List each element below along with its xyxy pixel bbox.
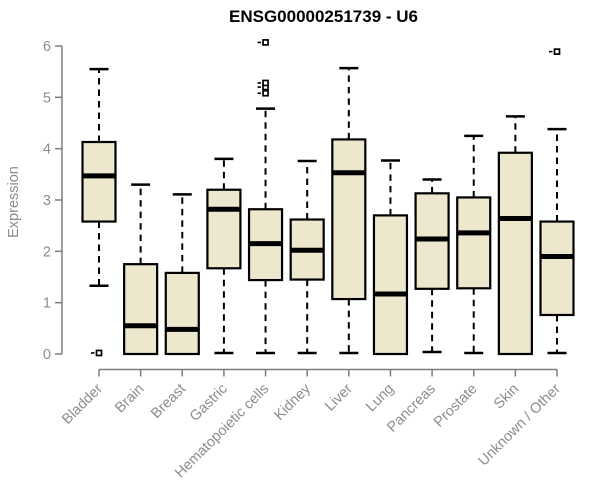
- outlier-point: [262, 39, 269, 46]
- outlier-point: [553, 48, 561, 55]
- box-group-gastric: [206, 157, 242, 355]
- y-tick-label: 5: [43, 90, 51, 106]
- y-tick-label: 2: [43, 244, 51, 260]
- box-group-pancreas: [414, 178, 450, 354]
- y-tick-label: 1: [43, 296, 51, 312]
- x-category-label: Liver: [322, 381, 356, 415]
- box-group-prostate: [456, 134, 492, 355]
- box-group-unknown-other: [539, 48, 575, 355]
- iqr-box: [81, 140, 117, 223]
- box-group-brain: [123, 183, 159, 356]
- x-category-label: Brain: [112, 381, 147, 416]
- iqr-box: [372, 214, 409, 356]
- box-group-skin: [497, 115, 533, 356]
- x-category-label: Bladder: [59, 381, 106, 428]
- iqr-box: [539, 220, 575, 317]
- x-category-label: Prostate: [431, 381, 480, 430]
- box-group-bladder: [81, 67, 117, 357]
- box-group-liver: [331, 66, 367, 355]
- x-category-label: Breast: [148, 381, 189, 422]
- box-group-breast: [164, 193, 200, 356]
- outlier-point: [262, 89, 269, 97]
- iqr-box: [497, 151, 533, 356]
- y-axis: 0 1 2 3 4 5 6: [43, 39, 63, 363]
- chart-title: ENSG00000251739 - U6: [228, 7, 419, 26]
- box-group-kidney: [289, 159, 325, 355]
- outlier-point: [262, 79, 269, 87]
- y-tick-label: 3: [43, 193, 51, 209]
- iqr-box: [456, 196, 492, 290]
- x-category-label: Lung: [363, 381, 397, 415]
- box-group-lung: [372, 159, 409, 356]
- outlier-point: [95, 349, 103, 357]
- iqr-box: [164, 271, 200, 356]
- y-tick-label: 4: [43, 142, 51, 158]
- iqr-box: [206, 188, 242, 270]
- x-category-label: Skin: [491, 381, 522, 412]
- iqr-box: [331, 138, 367, 301]
- y-tick-label: 0: [43, 347, 51, 363]
- box-group-hematopoietic-cells: [247, 39, 284, 355]
- y-tick-label: 6: [43, 39, 51, 55]
- x-category-label: Kidney: [271, 380, 314, 423]
- iqr-box: [123, 263, 159, 356]
